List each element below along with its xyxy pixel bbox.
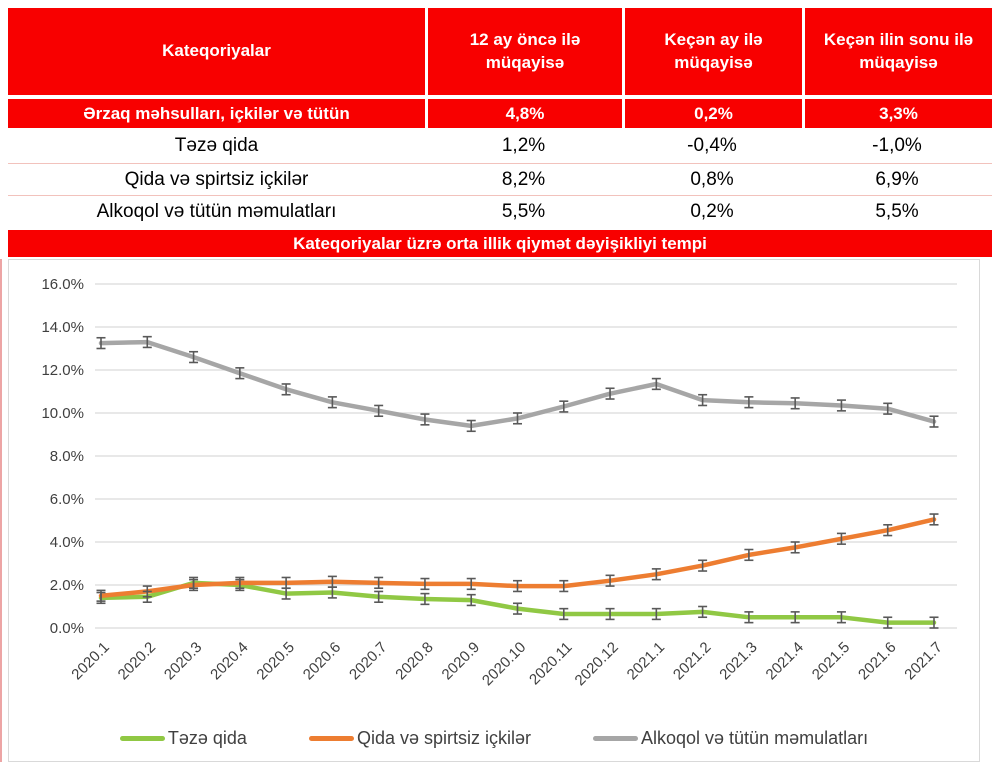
x-tick-label: 2020.3	[161, 639, 205, 683]
chart-legend: Təzə qida Qida və spirtsiz içkilər Alkoqol…	[9, 728, 979, 749]
table-row-food-nonalcoholic: Qida və spirtsiz içkilər 8,2% 0,8% 6,9%	[8, 163, 992, 195]
line-chart-svg: 0.0% 2.0% 4.0% 6.0% 8.0% 10.0% 12.0% 14.0% 16.0%…	[41, 276, 957, 689]
chart-title-bar: Kateqoriyalar üzrə orta illik qiymət dəy…	[8, 230, 992, 257]
row-label: Ərzaq məhsulları, içkilər və tütün	[83, 103, 350, 123]
annual-price-change-chart: 0.0% 2.0% 4.0% 6.0% 8.0% 10.0% 12.0% 14.0% 16.0%…	[8, 259, 980, 762]
row-label: Qida və spirtsiz içkilər	[124, 168, 309, 190]
y-tick-label: 6.0%	[50, 491, 84, 508]
x-tick-label: 2021.6	[855, 639, 899, 683]
y-tick-label: 10.0%	[41, 405, 84, 422]
legend-item-2: Alkoqol və tütün məmulatları	[593, 728, 868, 749]
y-tick-label: 0.0%	[50, 620, 84, 637]
x-tick-label: 2020.11	[526, 639, 576, 689]
header-cell-vs-12-months: 12 ay öncə ilə müqayisə	[425, 8, 622, 95]
x-tick-label: 2020.12	[572, 639, 622, 689]
table-row-alcohol-tobacco: Alkoqol və tütün məmulatları 5,5% 0,2% 5…	[8, 195, 992, 227]
row-value: 0,2%	[690, 200, 734, 222]
price-change-table: Kateqoriyalar 12 ay öncə ilə müqayisə Ke…	[8, 8, 992, 227]
row-value: 0,8%	[690, 168, 734, 190]
x-tick-label: 2021.5	[809, 639, 853, 683]
y-tick-label: 12.0%	[41, 362, 84, 379]
x-tick-label: 2020.7	[346, 639, 390, 683]
legend-swatch-icon	[593, 736, 638, 741]
legend-swatch-icon	[119, 736, 165, 741]
table-row-total: Ərzaq məhsulları, içkilər və tütün 4,8% …	[8, 99, 992, 128]
x-tick-label: 2020.5	[253, 639, 297, 683]
row-value: 1,2%	[501, 134, 546, 156]
legend-label: Qida və spirtsiz içkilər	[356, 728, 531, 748]
header-cell-categories: Kateqoriyalar	[162, 41, 271, 61]
row-value: 3,3%	[802, 99, 992, 128]
x-tick-label: 2020.1	[68, 639, 112, 683]
row-label: Təzə qida	[174, 134, 259, 156]
header-separator	[8, 95, 992, 99]
x-tick-label: 2020.2	[115, 639, 159, 683]
x-tick-label: 2021.1	[624, 639, 668, 683]
row-value: 8,2%	[501, 168, 546, 190]
x-tick-label: 2021.2	[670, 639, 714, 683]
y-tick-label: 4.0%	[50, 534, 84, 551]
legend-swatch-icon	[308, 736, 354, 741]
row-value: -1,0%	[872, 134, 922, 156]
y-tick-label: 8.0%	[50, 448, 84, 465]
x-tick-label: 2021.7	[901, 639, 945, 683]
row-value: 5,5%	[875, 200, 919, 222]
x-tick-label: 2020.8	[392, 639, 436, 683]
header-cell-vs-year-end: Keçən ilin sonu ilə müqayisə	[802, 8, 992, 95]
y-tick-label: 2.0%	[50, 577, 84, 594]
legend-item-1: Qida və spirtsiz içkilər	[308, 728, 531, 749]
legend-item-0: Təzə qida	[119, 728, 247, 749]
table-header-row: Kateqoriyalar 12 ay öncə ilə müqayisə Ke…	[8, 8, 992, 95]
x-tick-label: 2020.9	[439, 639, 483, 683]
legend-label: Təzə qida	[167, 728, 247, 748]
y-tick-label: 16.0%	[41, 276, 84, 293]
y-tick-label: 14.0%	[41, 319, 84, 336]
row-label: Alkoqol və tütün məmulatları	[96, 200, 337, 222]
legend-label: Alkoqol və tütün məmulatları	[641, 728, 869, 748]
row-value: 4,8%	[425, 99, 622, 128]
row-value: 5,5%	[501, 200, 546, 222]
row-value: 6,9%	[875, 168, 919, 190]
x-tick-label: 2020.4	[207, 639, 251, 683]
table-row-fresh-food: Təzə qida 1,2% -0,4% -1,0%	[8, 128, 992, 163]
row-value: 0,2%	[622, 99, 802, 128]
x-tick-label: 2020.10	[479, 639, 529, 689]
row-value: -0,4%	[687, 134, 737, 156]
x-tick-label: 2020.6	[300, 639, 344, 683]
left-edge-accent	[0, 259, 2, 762]
x-tick-label: 2021.4	[763, 639, 807, 683]
x-tick-label: 2021.3	[716, 639, 760, 683]
header-cell-vs-last-month: Keçən ay ilə müqayisə	[622, 8, 802, 95]
